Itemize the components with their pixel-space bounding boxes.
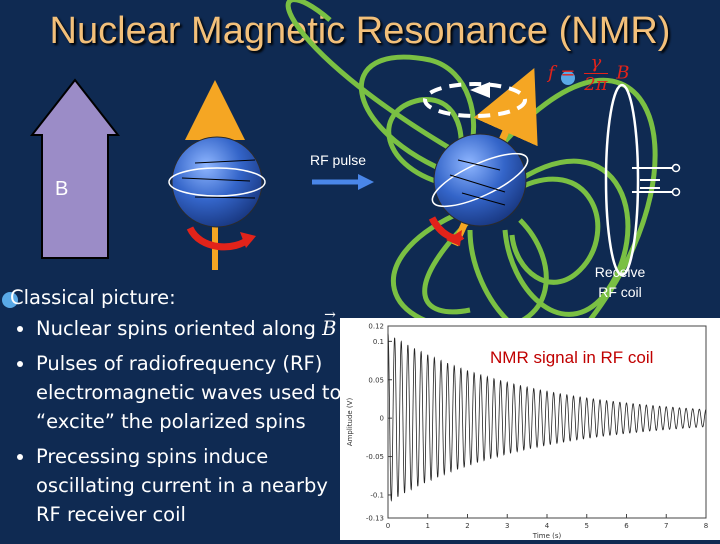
x-axis-label: Time (s)	[532, 532, 562, 540]
field-line-bottom-2	[422, 218, 472, 315]
receive-coil	[604, 83, 681, 277]
spin-equator-right	[431, 152, 529, 208]
precession-path	[423, 82, 527, 118]
text-heading: Classical picture:	[10, 286, 176, 309]
bullet-1: Nuclear spins oriented along B	[36, 314, 355, 343]
field-line-left-2	[386, 97, 464, 188]
spin-equator-left	[168, 167, 266, 197]
field-line-right-1	[502, 158, 631, 317]
signal-line	[387, 333, 707, 502]
x-tick-label: 5	[585, 522, 589, 530]
y-tick-label: 0.12	[368, 323, 384, 331]
formula-numerator: γ	[584, 52, 608, 74]
b-field-label: B	[55, 178, 69, 200]
x-tick-label: 4	[545, 522, 550, 530]
b-field-arrow	[29, 78, 121, 259]
spin-sphere-left	[171, 136, 263, 228]
slide-title: Nuclear Magnetic Resonance (NMR)	[49, 10, 671, 52]
larmor-formula: f = γ 2π B	[548, 52, 630, 95]
bullet-1-text: Nuclear spins oriented along	[36, 317, 323, 340]
field-line-outer-right	[467, 77, 658, 344]
y-tick-label: 0.05	[368, 376, 384, 384]
field-line-right-2	[509, 176, 601, 285]
decoration-dot-top	[561, 71, 575, 85]
bullet-list: Nuclear spins oriented along B Pulses of…	[10, 314, 355, 529]
chart-svg: 0 1 2 3 4 5 6 7 8 0.12 0.1 0.05 0 -0.05 -0.1 -0.13 Time …	[346, 323, 708, 541]
receive-coil-label-line1: Receive	[594, 264, 646, 280]
explanation-text: Classical picture: Nuclear spins oriente…	[10, 283, 355, 535]
receive-coil-label: Receive RF coil	[580, 262, 660, 302]
y-tick-label: -0.05	[366, 453, 384, 461]
chart-title: NMR signal in RF coil	[490, 348, 654, 367]
bullet-1-vector: B	[322, 317, 336, 340]
field-lines	[285, 0, 658, 344]
y-tick-label: 0.1	[373, 338, 384, 346]
y-axis-label: Amplitude (V)	[346, 398, 354, 447]
rf-pulse-label: RF pulse	[309, 152, 367, 168]
spin-sphere-right	[433, 133, 527, 227]
formula-equals: =	[560, 62, 576, 84]
nmr-signal-chart: 0 1 2 3 4 5 6 7 8 0.12 0.1 0.05 0 -0.05 -0.1 -0.13 Time …	[340, 318, 720, 540]
x-tick-label: 1	[426, 522, 430, 530]
y-tick-label: -0.1	[370, 491, 384, 499]
receive-coil-label-line2: RF coil	[598, 284, 642, 300]
bullet-3: Precessing spins induce oscillating curr…	[36, 442, 355, 529]
x-tick-label: 6	[624, 522, 629, 530]
x-tick-label: 3	[505, 522, 509, 530]
bullet-2: Pulses of radiofrequency (RF) electromag…	[36, 349, 355, 436]
x-tick-label: 8	[704, 522, 708, 530]
y-tick-label: -0.13	[366, 515, 384, 523]
formula-lhs: f	[548, 62, 555, 84]
formula-denominator: 2π	[584, 74, 608, 95]
formula-fraction: γ 2π	[584, 52, 608, 95]
x-tick-label: 7	[664, 522, 668, 530]
y-tick-label: 0	[380, 415, 384, 423]
rotation-arrow-left	[186, 226, 253, 251]
decoration-dot-left	[2, 292, 18, 308]
formula-rhs: B	[616, 62, 630, 84]
field-line-outer-left	[285, 0, 472, 163]
x-tick-label: 0	[386, 522, 390, 530]
x-tick-label: 2	[465, 522, 469, 530]
